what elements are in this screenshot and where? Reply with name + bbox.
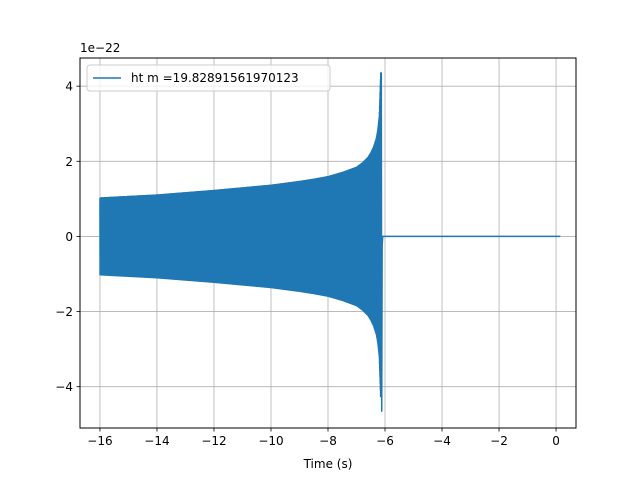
x-tick-label: −2	[490, 434, 508, 448]
y-tick-label: −2	[55, 305, 73, 319]
x-tick-label: 0	[552, 434, 560, 448]
x-tick-label: −4	[433, 434, 451, 448]
y-axis: −4 −2 0 2 4	[55, 80, 80, 394]
x-tick-label: −6	[376, 434, 394, 448]
x-axis-label: Time (s)	[303, 457, 353, 471]
x-tick-label: −14	[144, 434, 169, 448]
y-tick-label: 2	[65, 155, 73, 169]
legend: ht m =19.82891561970123	[86, 64, 331, 92]
x-axis: −16 −14 −12 −10 −8 −6 −4 −2 0	[87, 428, 560, 448]
x-tick-label: −12	[201, 434, 226, 448]
y-tick-label: 0	[65, 230, 73, 244]
x-tick-label: −16	[87, 434, 112, 448]
y-tick-label: 4	[65, 80, 73, 94]
x-tick-label: −10	[258, 434, 283, 448]
series-line-ht	[99, 72, 561, 412]
legend-label: ht m =19.82891561970123	[131, 71, 299, 85]
x-tick-label: −8	[319, 434, 337, 448]
legend-box	[86, 64, 331, 92]
y-offset-label: 1e−22	[80, 41, 120, 55]
y-tick-label: −4	[55, 380, 73, 394]
series-layer	[99, 72, 561, 412]
